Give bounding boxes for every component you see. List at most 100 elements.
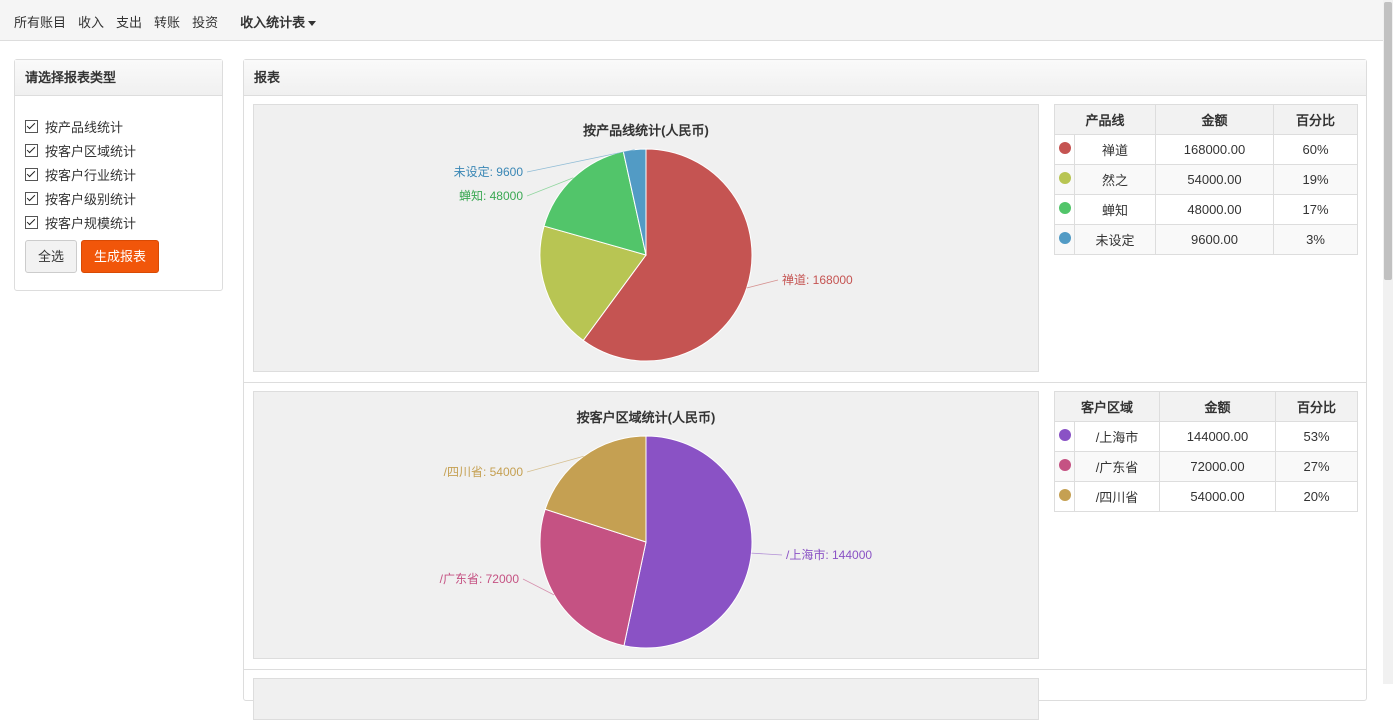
legend-color-cell [1054,421,1075,452]
label-leader-line [526,149,635,173]
label-leader-line [751,552,783,556]
sidebar-buttons: 全选 生成报表 [15,234,222,273]
legend-color-cell [1054,194,1075,225]
row-name: 未设定 [1074,224,1156,255]
slice-label: /上海市: 144000 [786,547,872,562]
row-name: /四川省 [1074,481,1160,512]
legend-color-cell [1054,164,1075,195]
slice-label: /广东省: 72000 [440,572,520,586]
pie-chart-customer-region: 按客户区域统计(人民币) /上海市: 144000/广东省: 72000/四川省:… [440,410,872,649]
row-percent: 17% [1273,194,1358,225]
slice-label: 禅道: 168000 [782,273,853,287]
table-header: 百分比 [1273,104,1358,135]
table-header: 客户区域 [1054,391,1160,422]
table-row: /上海市 144000.00 53% [1054,421,1358,452]
pie-chart-product-line: 按产品线统计(人民币) 禅道: 168000 蝉知: 48000 未设定: 9600 [454,123,853,362]
checkbox-checked[interactable] [25,119,38,133]
label-leader-line [526,455,584,473]
checkbox-checked[interactable] [25,191,38,205]
nav-item-invest[interactable]: 投资 [192,15,219,30]
row-amount: 72000.00 [1159,451,1276,482]
checkbox-checked[interactable] [25,143,38,157]
label-leader-line [522,578,555,596]
slice-label: 蝉知: 48000 [459,189,523,203]
checkbox-checked[interactable] [25,215,38,229]
row-amount: 54000.00 [1155,164,1274,195]
row-amount: 168000.00 [1155,134,1274,165]
table-customer-region: 客户区域 金额 百分比/上海市 144000.00 53%/广东省 72000.00 27%… [1054,391,1358,512]
report-section-next [244,670,1366,720]
slice-label: /四川省: 54000 [444,465,524,479]
nav-item-expense[interactable]: 支出 [116,15,143,30]
pie-slice-1[interactable] [539,508,647,647]
nav-item-income[interactable]: 收入 [78,15,105,30]
legend-dot-icon [1058,202,1071,214]
nav-item-all-accounts[interactable]: 所有账目 [14,15,67,30]
option-label: 按客户级别统计 [45,191,137,207]
table-header: 金额 [1159,391,1276,422]
option-label: 按产品线统计 [45,119,124,135]
row-amount: 48000.00 [1155,194,1274,225]
pie-slice-1[interactable] [539,225,647,342]
report-type-list: 按产品线统计 按客户区域统计 按客户行业统计 按客户级别统计 按客户规模统计 [15,96,222,234]
report-type-heading: 请选择报表类型 [15,60,222,96]
legend-color-cell [1054,451,1075,482]
row-name: /上海市 [1074,421,1160,452]
row-name: 禅道 [1074,134,1156,165]
table-header: 金额 [1155,104,1274,135]
option-customer-level[interactable]: 按客户级别统计 [25,186,222,210]
table-product-line: 产品线 金额 百分比 禅道 168000.00 60% 然之 54000.00 19% 蝉知 480… [1054,104,1358,255]
legend-color-cell [1054,481,1075,512]
page-scrollbar[interactable] [1383,0,1393,684]
slice-label: 未设定: 9600 [454,164,524,179]
legend-dot-icon [1058,429,1071,441]
report-section-product-line: 按产品线统计(人民币) 禅道: 168000 蝉知: 48000 未设定: 9600 … [244,96,1366,383]
nav-item-transfer[interactable]: 转账 [154,15,181,30]
option-customer-industry[interactable]: 按客户行业统计 [25,162,222,186]
option-label: 按客户行业统计 [45,167,137,183]
legend-dot-icon [1058,459,1071,471]
chart-next [253,678,1039,720]
select-all-button[interactable]: 全选 [25,240,78,273]
legend-dot-icon [1058,489,1071,501]
checkbox-checked[interactable] [25,167,38,181]
legend-dot-icon [1058,172,1071,184]
label-leader-line [526,177,574,197]
row-percent: 20% [1275,481,1358,512]
legend-dot-icon [1058,142,1071,154]
generate-report-button[interactable]: 生成报表 [81,240,160,273]
chart-title: 按产品线统计(人民币) [583,123,709,138]
row-percent: 27% [1275,451,1358,482]
nav-item-income-report[interactable]: 收入统计表 [240,12,317,31]
row-percent: 19% [1273,164,1358,195]
legend-color-cell [1054,134,1075,165]
option-customer-size[interactable]: 按客户规模统计 [25,210,222,234]
table-header: 产品线 [1054,104,1156,135]
row-amount: 144000.00 [1159,421,1276,452]
table-row: 未设定 9600.00 3% [1054,224,1358,255]
option-customer-region[interactable]: 按客户区域统计 [25,138,222,162]
table-row: /四川省 54000.00 20% [1054,481,1358,512]
label-leader-line [746,279,779,289]
nav-menu: 所有账目 收入 支出 转账 投资 收入统计表 [14,12,328,31]
table-row: 然之 54000.00 19% [1054,164,1358,195]
chart-customer-region: 按客户区域统计(人民币) /上海市: 144000/广东省: 72000/四川省:… [253,391,1039,659]
row-name: 蝉知 [1074,194,1156,225]
pie-slice-0[interactable] [582,148,753,362]
row-percent: 60% [1273,134,1358,165]
top-navbar: 所有账目 收入 支出 转账 投资 收入统计表 [0,0,1383,41]
table-row: 蝉知 48000.00 17% [1054,194,1358,225]
chart-title: 按客户区域统计(人民币) [577,410,716,425]
table-header: 百分比 [1275,391,1358,422]
option-label: 按客户区域统计 [45,143,137,159]
table-row: /广东省 72000.00 27% [1054,451,1358,482]
report-type-panel: 请选择报表类型 按产品线统计 按客户区域统计 按客户行业统计 按客户级别统计 按… [14,59,223,291]
chart-product-line: 按产品线统计(人民币) 禅道: 168000 蝉知: 48000 未设定: 9600 [253,104,1039,372]
row-name: 然之 [1074,164,1156,195]
caret-down-icon [308,21,317,27]
option-label: 按客户规模统计 [45,215,137,231]
scrollbar-thumb[interactable] [1384,2,1392,280]
option-product-line[interactable]: 按产品线统计 [25,114,222,138]
row-percent: 3% [1273,224,1358,255]
row-amount: 54000.00 [1159,481,1276,512]
